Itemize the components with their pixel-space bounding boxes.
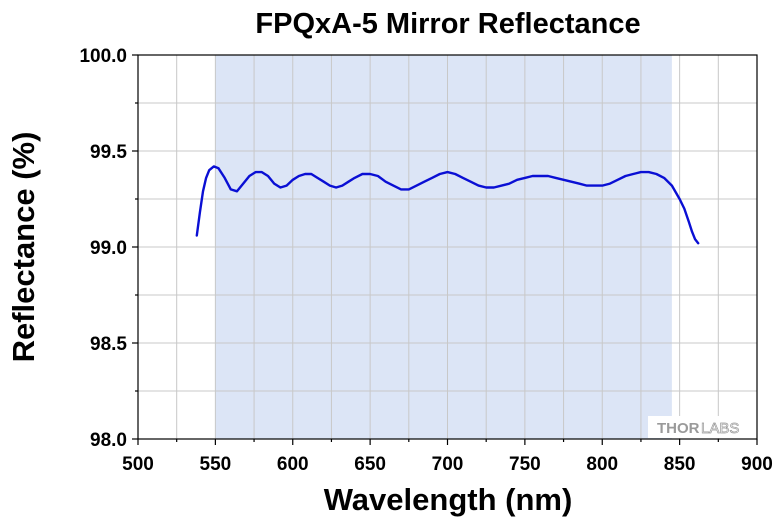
tick-labels-layer: 500 550 600 650 700 750 800 850 900 98.0 98.5 99.0 9… — [79, 46, 772, 475]
y-tick-label: 100.0 — [79, 46, 127, 67]
x-axis-label: Wavelength (nm) — [324, 482, 573, 517]
series-layer — [195, 165, 700, 245]
ticks-layer — [132, 54, 758, 445]
x-tick-label: 600 — [277, 454, 309, 475]
x-tick-label: 500 — [122, 454, 154, 475]
x-tick-label: 750 — [509, 454, 541, 475]
y-tick-label: 99.5 — [90, 142, 127, 163]
y-tick-label: 98.0 — [90, 430, 127, 451]
x-tick-label: 800 — [586, 454, 618, 475]
x-tick-label: 850 — [664, 454, 696, 475]
y-tick-label: 99.0 — [90, 238, 127, 259]
y-tick-label: 98.5 — [90, 334, 127, 355]
y-axis-label: Reflectance (%) — [6, 132, 41, 363]
logo-text-thor: THOR — [657, 420, 700, 437]
grid-layer — [138, 55, 757, 439]
chart-title: FPQxA-5 Mirror Reflectance — [255, 8, 640, 40]
logo-background — [648, 416, 752, 438]
logo-text-labs: LABS — [701, 420, 739, 437]
thorlabs-logo: THOR LABS — [648, 416, 752, 438]
x-tick-label: 650 — [354, 454, 386, 475]
reflectance-curve — [195, 165, 700, 245]
x-tick-label: 700 — [432, 454, 464, 475]
x-tick-label: 550 — [200, 454, 232, 475]
x-tick-label: 900 — [741, 454, 773, 475]
